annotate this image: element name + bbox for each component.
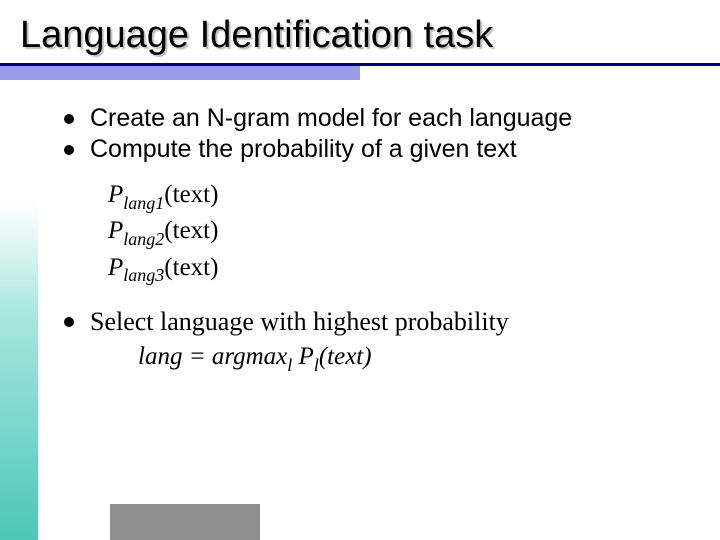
- eq-suffix: (text): [319, 343, 372, 370]
- bullet-text: Create an N-gram model for each language: [90, 104, 572, 133]
- formula-prefix: P: [108, 217, 123, 244]
- bullet-item: Compute the probability of a given text: [64, 135, 680, 164]
- formula-suffix: (text): [164, 181, 218, 208]
- bullet-icon: [64, 317, 74, 327]
- formula-block: Plang1(text) Plang2(text) Plang3(text): [108, 178, 680, 287]
- eq-sub: l: [287, 355, 292, 375]
- formula-prefix: P: [108, 181, 123, 208]
- formula-sub: lang3: [123, 265, 164, 285]
- eq-sub2: l: [314, 355, 319, 375]
- bullet-icon: [64, 145, 74, 155]
- formula-line: Plang2(text): [108, 214, 680, 250]
- bullet-text: Compute the probability of a given text: [90, 135, 517, 164]
- footer-box: [110, 504, 260, 540]
- side-gradient: [0, 202, 38, 540]
- page-title: Language Identification task: [0, 0, 720, 63]
- formula-suffix: (text): [164, 217, 218, 244]
- formula-suffix: (text): [164, 254, 218, 281]
- formula-sub: lang2: [123, 229, 164, 249]
- accent-bar: [0, 66, 360, 80]
- bullet-icon: [64, 114, 74, 124]
- formula-prefix: P: [108, 254, 123, 281]
- formula-line: Plang1(text): [108, 178, 680, 214]
- formula-line: Plang3(text): [108, 251, 680, 287]
- eq-mid: P: [292, 343, 314, 370]
- bullet-item: Select language with highest probability: [64, 307, 680, 337]
- formula-equation: lang = argmaxl Pl(text): [138, 341, 680, 376]
- bullet-text: Select language with highest probability: [90, 307, 509, 337]
- content-region: Create an N-gram model for each language…: [0, 80, 720, 376]
- eq-lhs: lang = argmax: [138, 343, 287, 370]
- bullet-item: Create an N-gram model for each language: [64, 104, 680, 133]
- formula-sub: lang1: [123, 193, 164, 213]
